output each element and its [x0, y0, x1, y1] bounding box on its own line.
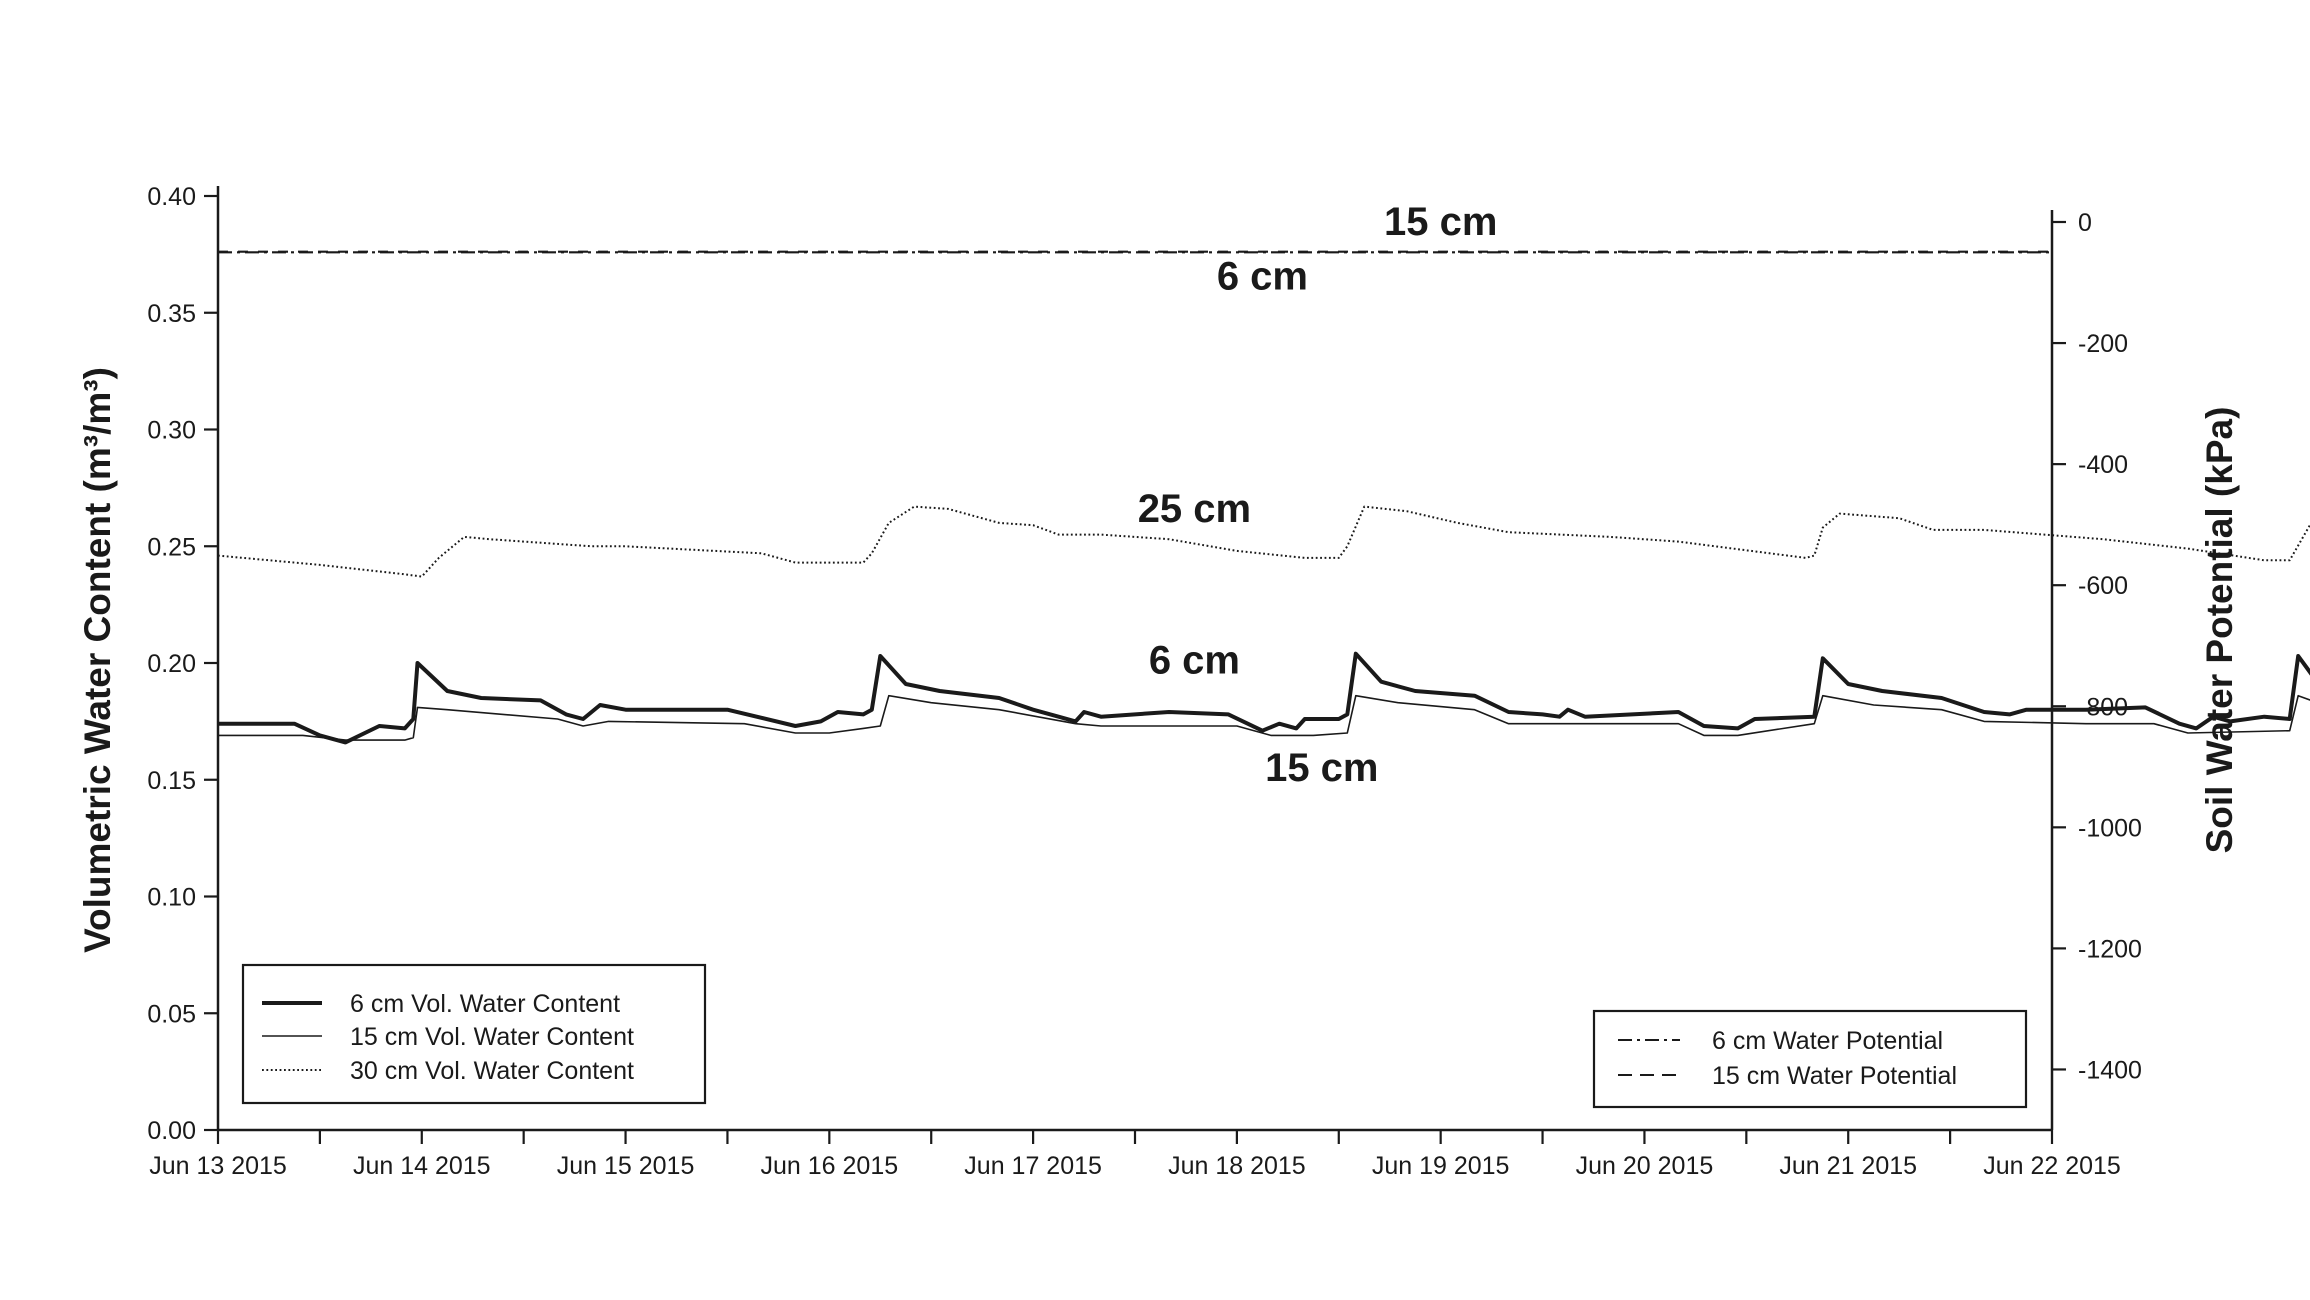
- right-y-tick-label: -1400: [2078, 1056, 2142, 1084]
- x-tick-label: Jun 18 2015: [1168, 1152, 1306, 1180]
- legend-right: 6 cm Water Potential 15 cm Water Potenti…: [1592, 1009, 2028, 1109]
- x-tick-label: Jun 14 2015: [353, 1152, 491, 1180]
- left-y-tick-label: 0.40: [147, 183, 196, 211]
- left-y-tick-label: 0.30: [147, 417, 196, 445]
- right-y-axis-title: Soil Water Potential (kPa): [2199, 407, 2240, 854]
- annotation-15cm: 15 cm: [1265, 746, 1378, 790]
- legend-left-box: [241, 963, 707, 1105]
- series-line-15cm-vwc: [218, 694, 2310, 741]
- left-y-tick-label: 0.15: [147, 767, 196, 795]
- legend-left: 6 cm Vol. Water Content 15 cm Vol. Water…: [241, 963, 707, 1105]
- x-tick-label: Jun 22 2015: [1983, 1152, 2121, 1180]
- right-y-tick-label: -200: [2078, 330, 2128, 358]
- left-y-tick-label: 0.00: [147, 1117, 196, 1145]
- legend-label-15cm-vwc: 15 cm Vol. Water Content: [350, 1023, 634, 1051]
- x-tick-label: Jun 21 2015: [1779, 1152, 1917, 1180]
- left-y-tick-label: 0.35: [147, 300, 196, 328]
- x-tick-label: Jun 16 2015: [761, 1152, 899, 1180]
- right-y-tick-label: -1200: [2078, 935, 2142, 963]
- annotation-15cm-potential: 15 cm: [1384, 200, 1497, 244]
- legend-right-box: [1592, 1009, 2028, 1109]
- x-tick-label: Jun 13 2015: [149, 1152, 287, 1180]
- annotation-25cm: 25 cm: [1138, 487, 1251, 531]
- legend-label-30cm-vwc: 30 cm Vol. Water Content: [350, 1057, 634, 1085]
- left-y-tick-label: 0.10: [147, 884, 196, 912]
- annotation-6cm-potential: 6 cm: [1217, 255, 1308, 299]
- plot-lines: [217, 250, 2310, 745]
- right-y-tick-label: -800: [2078, 693, 2128, 721]
- legend-label-15cm-wp: 15 cm Water Potential: [1712, 1062, 1957, 1090]
- left-y-axis-ticks: 0.00 0.05 0.10 0.15 0.20 0.25 0.30 0.35 0.40: [147, 183, 218, 1145]
- right-y-tick-label: -400: [2078, 451, 2128, 479]
- left-y-tick-label: 0.05: [147, 1000, 196, 1028]
- x-tick-label: Jun 15 2015: [557, 1152, 695, 1180]
- x-axis-ticks: Jun 13 2015 Jun 14 2015 Jun 15 2015 Jun 16 …: [149, 1130, 2121, 1180]
- right-y-axis-ticks: 0 -200 -400 -600 -800 -1000 -1200 -1400: [2052, 209, 2142, 1084]
- right-y-tick-label: -1000: [2078, 814, 2142, 842]
- x-tick-label: Jun 19 2015: [1372, 1152, 1510, 1180]
- left-y-tick-label: 0.25: [147, 533, 196, 561]
- annotation-6cm: 6 cm: [1149, 639, 1240, 683]
- x-tick-label: Jun 17 2015: [964, 1152, 1102, 1180]
- legend-label-6cm-vwc: 6 cm Vol. Water Content: [350, 990, 620, 1018]
- left-y-axis-title: Volumetric Water Content (m³/m³): [77, 367, 118, 953]
- right-y-tick-label: 0: [2078, 209, 2092, 237]
- legend-label-6cm-wp: 6 cm Water Potential: [1712, 1027, 1943, 1055]
- left-y-tick-label: 0.20: [147, 650, 196, 678]
- x-tick-label: Jun 20 2015: [1576, 1152, 1714, 1180]
- annotations: 15 cm 6 cm 25 cm 6 cm 15 cm: [1138, 200, 1498, 790]
- right-y-tick-label: -600: [2078, 572, 2128, 600]
- series-line-6cm-vwc: [218, 651, 2310, 745]
